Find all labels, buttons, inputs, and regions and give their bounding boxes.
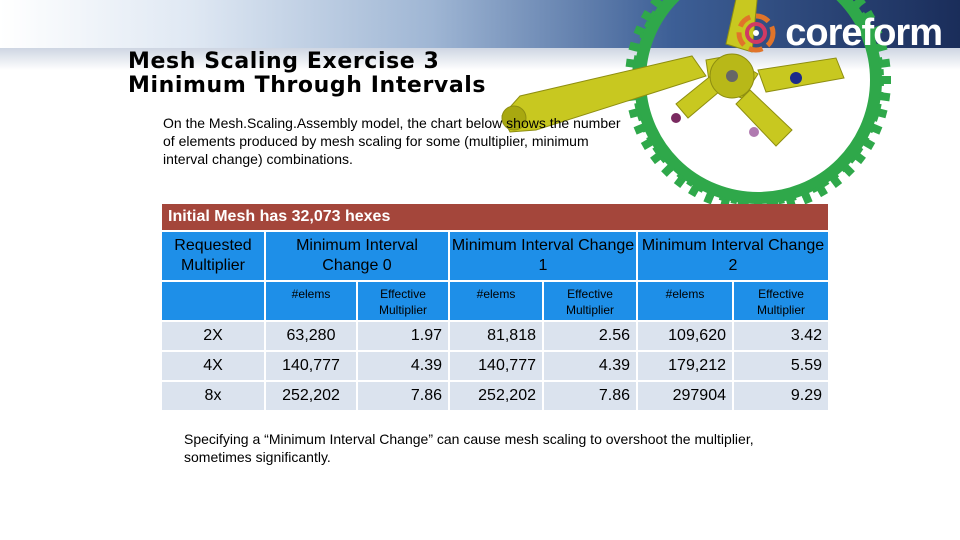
- row-1-effective-2: 3.42: [734, 322, 828, 350]
- row-3-effective-2: 9.29: [734, 382, 828, 410]
- header-bar: [0, 0, 960, 48]
- coreform-logo-icon: [736, 13, 776, 53]
- row-3-elems-1: 252,202: [450, 382, 542, 410]
- row-3-effective-0: 7.86: [358, 382, 448, 410]
- gear-tooth: [875, 107, 888, 119]
- subheader-effective-2: Effective Multiplier: [734, 282, 828, 320]
- row-2-effective-0: 4.39: [358, 352, 448, 380]
- subheader-elems-1: #elems: [450, 282, 542, 320]
- row-3-elems-0: 252,202: [266, 382, 356, 410]
- row-1-multiplier: 2X: [162, 322, 264, 350]
- coreform-logo: coreform: [735, 10, 943, 56]
- gear-tooth: [870, 25, 883, 37]
- subheader-elems-0: #elems: [266, 282, 356, 320]
- gear-tooth: [633, 123, 646, 135]
- row-2-elems-1: 140,777: [450, 352, 542, 380]
- footnote: Specifying a “Minimum Interval Change” c…: [184, 431, 754, 465]
- header-min-interval-1: Minimum Interval Change 1: [450, 232, 636, 280]
- row-2-elems-2: 179,212: [638, 352, 732, 380]
- row-3-multiplier: 8x: [162, 382, 264, 410]
- header-min-interval-0: Minimum Interval Change 0: [266, 232, 448, 280]
- row-1-elems-0: 63,280: [266, 322, 356, 350]
- row-2-elems-0: 140,777: [266, 352, 356, 380]
- logo-text: coreform: [785, 12, 943, 54]
- row-3-elems-2: 297904: [638, 382, 732, 410]
- row-2-multiplier: 4X: [162, 352, 264, 380]
- subheader-blank: [162, 282, 264, 320]
- subheader-elems-2: #elems: [638, 282, 732, 320]
- row-2-effective-1: 4.39: [544, 352, 636, 380]
- title-line-2: Minimum Through Intervals: [128, 73, 487, 98]
- page-title: Mesh Scaling Exercise 3 Minimum Through …: [128, 50, 486, 98]
- row-1-elems-1: 81,818: [450, 322, 542, 350]
- row-1-effective-1: 2.56: [544, 322, 636, 350]
- subheader-effective-0: Effective Multiplier: [358, 282, 448, 320]
- row-2-effective-2: 5.59: [734, 352, 828, 380]
- title-line-1: Mesh Scaling Exercise 3: [128, 49, 440, 74]
- gear-tooth: [870, 123, 883, 135]
- subheader-effective-1: Effective Multiplier: [544, 282, 636, 320]
- header-min-interval-2: Minimum Interval Change 2: [638, 232, 828, 280]
- row-1-elems-2: 109,620: [638, 322, 732, 350]
- row-1-effective-0: 1.97: [358, 322, 448, 350]
- intro-paragraph: On the Mesh.Scaling.Assembly model, the …: [163, 115, 621, 167]
- table-banner: Initial Mesh has 32,073 hexes: [162, 204, 828, 230]
- row-3-effective-1: 7.86: [544, 382, 636, 410]
- header-requested-multiplier: Requested Multiplier: [162, 232, 264, 280]
